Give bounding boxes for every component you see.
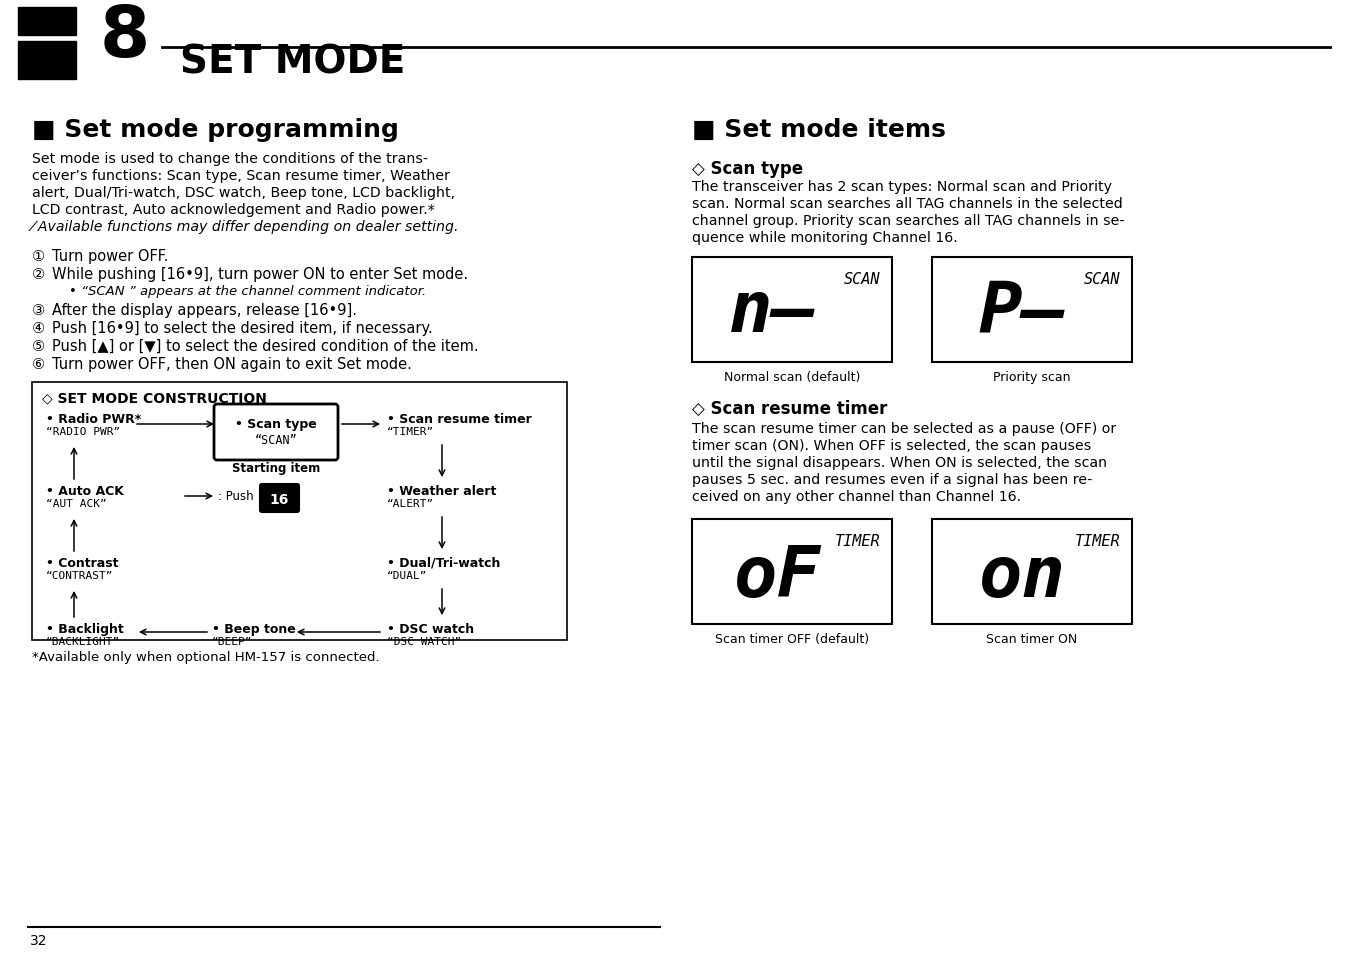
Text: ①: ① xyxy=(32,249,45,264)
Text: • “SCAN ” appears at the channel comment indicator.: • “SCAN ” appears at the channel comment… xyxy=(51,285,426,297)
Text: ceiver’s functions: Scan type, Scan resume timer, Weather: ceiver’s functions: Scan type, Scan resu… xyxy=(32,169,450,183)
Bar xyxy=(18,42,76,80)
Text: ■ Set mode items: ■ Set mode items xyxy=(692,118,946,142)
Text: Scan timer OFF (default): Scan timer OFF (default) xyxy=(715,633,869,645)
Text: ◇ SET MODE CONSTRUCTION: ◇ SET MODE CONSTRUCTION xyxy=(42,391,266,405)
FancyBboxPatch shape xyxy=(214,405,338,460)
Text: Normal scan (default): Normal scan (default) xyxy=(723,371,860,384)
Text: SET MODE: SET MODE xyxy=(180,44,406,82)
Text: until the signal disappears. When ON is selected, the scan: until the signal disappears. When ON is … xyxy=(692,456,1107,470)
Text: ④: ④ xyxy=(32,320,45,335)
Text: • Contrast: • Contrast xyxy=(46,557,119,569)
Text: Priority scan: Priority scan xyxy=(994,371,1071,384)
Text: 16: 16 xyxy=(269,493,289,506)
Text: “RADIO PWR”: “RADIO PWR” xyxy=(46,427,120,436)
Text: quence while monitoring Channel 16.: quence while monitoring Channel 16. xyxy=(692,231,957,245)
Bar xyxy=(32,382,566,640)
Text: SCAN: SCAN xyxy=(1083,272,1119,287)
Text: ⁄ Available functions may differ depending on dealer setting.: ⁄ Available functions may differ dependi… xyxy=(32,220,460,233)
Text: scan. Normal scan searches all TAG channels in the selected: scan. Normal scan searches all TAG chann… xyxy=(692,196,1122,211)
FancyBboxPatch shape xyxy=(260,484,299,513)
Text: “CONTRAST”: “CONTRAST” xyxy=(46,571,114,580)
Text: • DSC watch: • DSC watch xyxy=(387,622,475,636)
Text: ■ Set mode programming: ■ Set mode programming xyxy=(32,118,399,142)
Text: ◇ Scan resume timer: ◇ Scan resume timer xyxy=(692,399,887,417)
Text: Set mode is used to change the conditions of the trans-: Set mode is used to change the condition… xyxy=(32,152,429,166)
Text: ◇ Scan type: ◇ Scan type xyxy=(692,160,803,178)
Text: timer scan (ON). When OFF is selected, the scan pauses: timer scan (ON). When OFF is selected, t… xyxy=(692,438,1091,453)
Text: • Scan resume timer: • Scan resume timer xyxy=(387,413,531,426)
Text: Push [▲] or [▼] to select the desired condition of the item.: Push [▲] or [▼] to select the desired co… xyxy=(51,338,479,354)
Text: ⑥: ⑥ xyxy=(32,356,45,372)
Text: “BACKLIGHT”: “BACKLIGHT” xyxy=(46,637,120,646)
Text: “SCAN”: “SCAN” xyxy=(254,434,297,447)
Text: • Scan type: • Scan type xyxy=(235,417,316,431)
Text: 32: 32 xyxy=(30,933,47,947)
Text: alert, Dual/Tri-watch, DSC watch, Beep tone, LCD backlight,: alert, Dual/Tri-watch, DSC watch, Beep t… xyxy=(32,186,456,200)
Text: TIMER: TIMER xyxy=(1075,534,1119,548)
Text: • Radio PWR*: • Radio PWR* xyxy=(46,413,141,426)
Bar xyxy=(932,519,1132,624)
Text: • Backlight: • Backlight xyxy=(46,622,124,636)
Text: “ALERT”: “ALERT” xyxy=(387,498,434,509)
Text: P–: P– xyxy=(979,278,1065,347)
Text: • Beep tone: • Beep tone xyxy=(212,622,296,636)
Text: “TIMER”: “TIMER” xyxy=(387,427,434,436)
Text: • Dual/Tri-watch: • Dual/Tri-watch xyxy=(387,557,500,569)
Text: • Weather alert: • Weather alert xyxy=(387,484,496,497)
Text: ceived on any other channel than Channel 16.: ceived on any other channel than Channel… xyxy=(692,490,1021,503)
Text: Turn power OFF.: Turn power OFF. xyxy=(51,249,169,264)
Bar xyxy=(932,257,1132,363)
Text: • Auto ACK: • Auto ACK xyxy=(46,484,124,497)
Text: Scan timer ON: Scan timer ON xyxy=(987,633,1078,645)
Bar xyxy=(18,8,76,36)
Text: After the display appears, release [16•9].: After the display appears, release [16•9… xyxy=(51,303,357,317)
Text: ⑤: ⑤ xyxy=(32,338,45,354)
Text: pauses 5 sec. and resumes even if a signal has been re-: pauses 5 sec. and resumes even if a sign… xyxy=(692,473,1092,486)
Text: Turn power OFF, then ON again to exit Set mode.: Turn power OFF, then ON again to exit Se… xyxy=(51,356,412,372)
Text: channel group. Priority scan searches all TAG channels in se-: channel group. Priority scan searches al… xyxy=(692,213,1125,228)
Text: Starting item: Starting item xyxy=(233,461,320,475)
Text: The transceiver has 2 scan types: Normal scan and Priority: The transceiver has 2 scan types: Normal… xyxy=(692,180,1111,193)
Text: n–: n– xyxy=(729,278,815,347)
Text: ③: ③ xyxy=(32,303,45,317)
Bar xyxy=(692,257,892,363)
Text: 8: 8 xyxy=(100,3,150,71)
Text: TIMER: TIMER xyxy=(834,534,880,548)
Text: : Push: : Push xyxy=(218,490,254,503)
Text: “AUT ACK”: “AUT ACK” xyxy=(46,498,107,509)
Text: SCAN: SCAN xyxy=(844,272,880,287)
Text: While pushing [16•9], turn power ON to enter Set mode.: While pushing [16•9], turn power ON to e… xyxy=(51,267,468,282)
Text: on: on xyxy=(979,543,1065,612)
Text: LCD contrast, Auto acknowledgement and Radio power.*: LCD contrast, Auto acknowledgement and R… xyxy=(32,203,435,216)
Text: oF: oF xyxy=(734,543,821,612)
Text: Push [16•9] to select the desired item, if necessary.: Push [16•9] to select the desired item, … xyxy=(51,320,433,335)
Text: *Available only when optional HM-157 is connected.: *Available only when optional HM-157 is … xyxy=(32,650,380,663)
Text: “DSC WATCH”: “DSC WATCH” xyxy=(387,637,461,646)
Text: “DUAL”: “DUAL” xyxy=(387,571,427,580)
Bar xyxy=(692,519,892,624)
Text: The scan resume timer can be selected as a pause (OFF) or: The scan resume timer can be selected as… xyxy=(692,421,1117,436)
Text: “BEEP”: “BEEP” xyxy=(212,637,253,646)
Text: 9: 9 xyxy=(276,485,281,495)
Text: ②: ② xyxy=(32,267,45,282)
